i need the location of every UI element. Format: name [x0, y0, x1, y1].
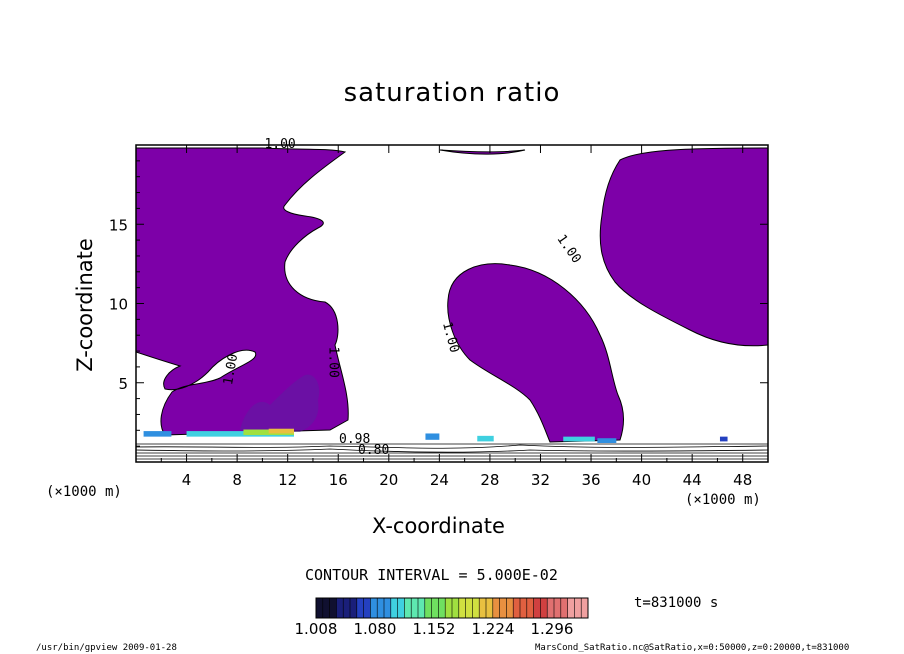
colorbar-cell [370, 598, 378, 618]
colorbar-cell [336, 598, 344, 618]
colorbar-cell [526, 598, 535, 618]
x-tick-label: 24 [430, 471, 449, 489]
colorbar-cell [390, 598, 399, 618]
colorbar-cell [581, 598, 589, 618]
footer-right: MarsCond_SatRatio.nc@SatRatio,x=0:50000,… [535, 643, 850, 653]
x-axis: 4 8 12 16 20 24 28 32 36 40 44 48 [160, 145, 752, 489]
x-tick-label: 36 [581, 471, 600, 489]
colorbar-tick-label: 1.224 [471, 620, 514, 638]
colorbar-cell [520, 598, 528, 618]
surface-contours [135, 443, 769, 460]
colorbar-cell [492, 598, 501, 618]
colorbar-cell [574, 598, 582, 618]
hot-spot-layer [143, 428, 728, 443]
colorbar-cell [438, 598, 446, 618]
colorbar-cell [547, 598, 555, 618]
contour-label: 1.00 [221, 353, 241, 386]
hot-spot [186, 431, 294, 437]
x-tick-label: 28 [480, 471, 499, 489]
colorbar-cell [560, 598, 569, 618]
colorbar-cell [343, 598, 351, 618]
colorbar-tick-label: 1.296 [530, 620, 573, 638]
colorbar-cell [465, 598, 473, 618]
y-tick-label: 5 [118, 375, 128, 393]
colorbar-cell [397, 598, 405, 618]
x-tick-label: 4 [182, 471, 192, 489]
hot-spot [477, 435, 494, 442]
y-tick-label: 15 [109, 216, 128, 234]
colorbar-cell [540, 598, 548, 618]
x-tick-label: 16 [329, 471, 348, 489]
colorbar-cell [533, 598, 541, 618]
colorbar-cell [377, 598, 385, 618]
saturated-region-center [447, 263, 624, 443]
colorbar-cell [554, 598, 562, 618]
colorbar-cell [445, 598, 453, 618]
y-axis: 5 10 15 [109, 160, 768, 447]
colorbar-cell [411, 598, 419, 618]
colorbar-cell [418, 598, 426, 618]
colorbar-cell [567, 598, 575, 618]
x-tick-label: 44 [683, 471, 702, 489]
hot-spot [563, 436, 595, 442]
colorbar-cell [486, 598, 494, 618]
saturated-region-right [599, 147, 768, 347]
hot-spot [143, 431, 172, 437]
colorbar-cell [329, 598, 337, 618]
colorbar-tick-label: 1.152 [412, 620, 455, 638]
colorbar: 1.008 1.080 1.152 1.224 1.296 [295, 597, 589, 638]
y-tick-label: 10 [109, 296, 128, 314]
contour-field [136, 145, 768, 462]
colorbar-cell [384, 598, 392, 618]
x-tick-label: 12 [278, 471, 297, 489]
colorbar-cell [350, 598, 358, 618]
contour-label: 1.00 [325, 346, 340, 377]
colorbar-cell [452, 598, 460, 618]
contour-label: 0.98 [339, 432, 370, 447]
colorbar-cell [316, 598, 324, 618]
x-tick-label: 40 [632, 471, 651, 489]
colorbar-cell [499, 598, 507, 618]
colorbar-cell [472, 598, 480, 618]
footer-left: /usr/bin/gpview 2009-01-28 [36, 643, 177, 653]
colorbar-cell [506, 598, 514, 618]
x-tick-label: 20 [379, 471, 398, 489]
x-unit-left: (×1000 m) [46, 484, 122, 500]
colorbar-tick-label: 1.080 [354, 620, 397, 638]
chart-title: saturation ratio [343, 78, 561, 108]
hot-spot [719, 436, 728, 442]
x-tick-label: 8 [232, 471, 242, 489]
colorbar-cell [424, 598, 433, 618]
colorbar-tick-label: 1.008 [295, 620, 338, 638]
colorbar-cell [363, 598, 371, 618]
colorbar-cell [458, 598, 467, 618]
contour-label: 0.80 [358, 443, 389, 458]
x-tick-label: 48 [733, 471, 752, 489]
colorbar-cell [356, 598, 365, 618]
colorbar-cell [322, 598, 331, 618]
colorbar-frame [315, 597, 589, 619]
time-label: t=831000 s [634, 595, 719, 611]
colorbar-cell [513, 598, 521, 618]
colorbar-cell [404, 598, 412, 618]
colorbar-cell [479, 598, 487, 618]
hot-spot [425, 433, 440, 440]
y-axis-label: Z-coordinate [73, 238, 97, 372]
hot-spot [268, 428, 294, 434]
x-tick-label: 32 [531, 471, 550, 489]
contour-interval: CONTOUR INTERVAL = 5.000E-02 [305, 566, 558, 584]
saturated-region-left [136, 147, 349, 436]
x-unit-right: (×1000 m) [685, 492, 761, 508]
contour-label: 1.00 [264, 137, 295, 152]
colorbar-cell [431, 598, 439, 618]
hot-spot [597, 438, 617, 443]
x-axis-label: X-coordinate [372, 514, 505, 538]
